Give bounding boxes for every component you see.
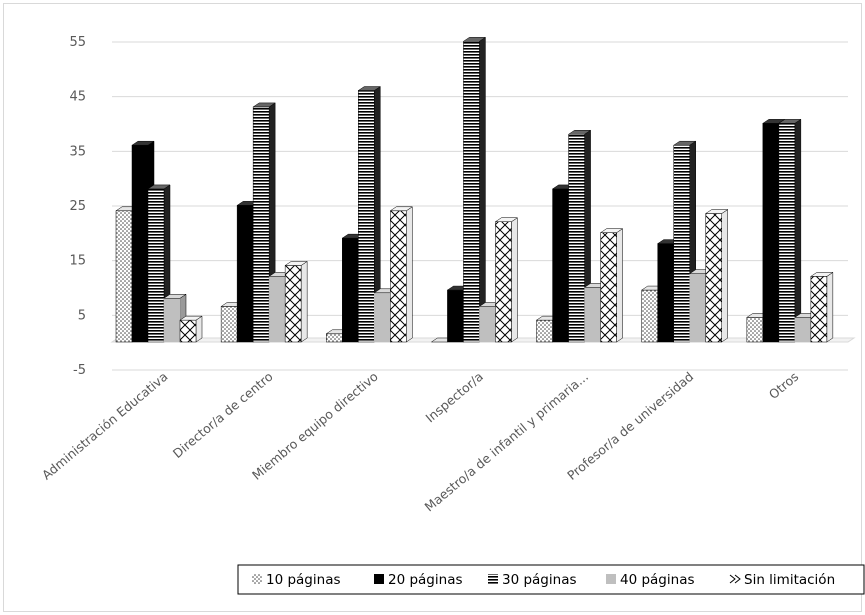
legend-swatch: [606, 574, 616, 584]
legend-item: 10 páginas: [252, 572, 341, 588]
legend-label: 40 páginas: [620, 572, 695, 588]
legend-swatch: [729, 574, 741, 584]
legend-label: 10 páginas: [266, 572, 341, 588]
bar: [810, 271, 834, 343]
legend-box: [237, 564, 865, 595]
category-label: Director/a de centro: [170, 369, 276, 461]
bar: [704, 209, 729, 343]
bar: [389, 206, 414, 343]
y-tick-label: 25: [69, 199, 86, 214]
legend: 10 páginas 20 páginas 30 páginas 40 páginas…: [237, 564, 865, 595]
legend-label: 20 páginas: [388, 572, 463, 588]
legend-item: 20 páginas: [374, 572, 463, 588]
bar: [494, 217, 519, 343]
bar: [778, 118, 802, 343]
legend-item: 40 páginas: [606, 572, 695, 588]
legend-item: 30 páginas: [488, 572, 577, 588]
y-tick-label: 55: [69, 35, 86, 50]
y-tick-label: 15: [69, 254, 86, 269]
legend-item: Sin limitación: [729, 572, 835, 588]
bar: [599, 228, 624, 343]
category-label: Inspector/a: [423, 369, 486, 426]
y-tick-label: 45: [69, 90, 86, 105]
y-tick-label: 35: [69, 144, 86, 159]
legend-label: 30 páginas: [502, 572, 577, 588]
legend-label: Sin limitación: [744, 572, 835, 588]
category-label: Otros: [766, 369, 802, 402]
legend-swatch: [252, 574, 262, 584]
bar: [284, 260, 308, 343]
category-label: Administración Educativa: [39, 369, 171, 483]
legend-swatch: [488, 574, 498, 584]
y-tick-label: -5: [73, 363, 86, 378]
bar: [462, 36, 487, 343]
y-tick-label: 5: [78, 308, 86, 323]
legend-swatch: [374, 574, 384, 584]
bar: [357, 86, 382, 343]
category-label: Maestro/a de infantil y primaria...: [422, 369, 591, 515]
bar: [179, 315, 203, 343]
